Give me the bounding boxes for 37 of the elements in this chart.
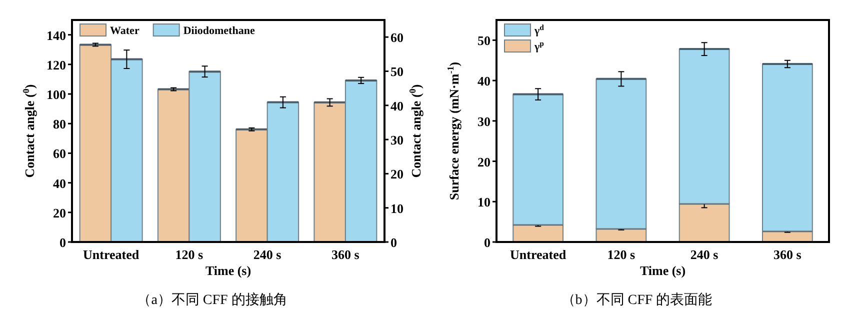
y-tick-label: 120 xyxy=(46,57,66,72)
y-tick-label: 50 xyxy=(478,33,490,48)
x-tick-label: 120 s xyxy=(607,247,636,262)
y-tick-label: 20 xyxy=(478,154,490,170)
x-tick-label: 240 s xyxy=(690,247,718,262)
x-tick-label: 120 s xyxy=(175,247,204,262)
y-tick-label: 100 xyxy=(46,87,66,102)
y-tick-label: 60 xyxy=(53,146,66,162)
y2-tick-label: 40 xyxy=(390,98,404,114)
y2-tick-label: 0 xyxy=(390,235,397,250)
y-tick-label: 140 xyxy=(46,28,66,43)
text: （b）不同 CFF 的表面能 xyxy=(561,292,712,308)
y-tick-label: 40 xyxy=(53,176,66,191)
y-tick-label: 0 xyxy=(60,235,66,250)
x-tick-label: Untreated xyxy=(83,247,140,262)
legend-label: Water xyxy=(110,25,140,37)
x-axis-title: Time (s) xyxy=(640,263,686,278)
text: （a）不同 CFF 的接触角 xyxy=(137,292,288,308)
y-tick-label: 20 xyxy=(53,205,66,220)
y-tick-label: 0 xyxy=(484,235,490,250)
y2-tick-label: 10 xyxy=(390,200,404,216)
y-tick-label: 10 xyxy=(478,194,490,210)
y-tick-label: 40 xyxy=(478,74,490,89)
legend-label: Diiodomethane xyxy=(183,25,255,37)
y2-tick-label: 60 xyxy=(390,30,404,46)
y-tick-label: 80 xyxy=(53,116,66,132)
y2-tick-label: 50 xyxy=(390,64,404,80)
legend-label: γ$^{d}$ xyxy=(534,22,545,37)
y-tick-label: 30 xyxy=(478,114,490,129)
x-tick-label: 360 s xyxy=(774,247,802,262)
y2-tick-label: 20 xyxy=(390,166,404,182)
x-axis-title: Time (s) xyxy=(205,263,252,278)
x-tick-label: Untreated xyxy=(510,247,567,262)
x-tick-label: 360 s xyxy=(332,247,360,262)
x-tick-label: 240 s xyxy=(253,247,282,262)
legend-label: γ$^{p}$ xyxy=(534,38,544,53)
y2-tick-label: 30 xyxy=(390,132,404,148)
